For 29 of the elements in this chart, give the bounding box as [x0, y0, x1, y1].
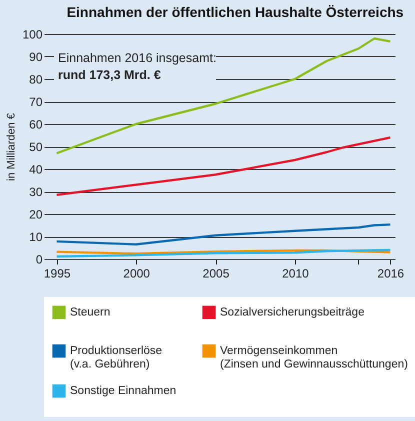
y-tick-label: 90: [29, 50, 43, 64]
y-tick-label: 50: [29, 140, 43, 154]
x-tick-label: 2010: [282, 266, 310, 280]
legend-label: Sonstige Einnahmen: [70, 385, 176, 397]
annotation: rund 173,3 Mrd. €: [58, 68, 161, 82]
line-series: [56, 37, 392, 154]
y-tick-label: 20: [29, 208, 43, 222]
x-tick-label: 2000: [123, 266, 150, 280]
x-tick-label: 2005: [202, 266, 230, 280]
y-axis-title: in Milliarden €: [5, 113, 18, 181]
line-series: [56, 223, 392, 246]
y-tick-label: 80: [29, 72, 43, 86]
y-tick-label: 0: [36, 252, 43, 266]
y-tick-label: 40: [29, 162, 43, 176]
y-tick-label: 60: [29, 118, 43, 132]
y-tick-label: 10: [29, 230, 43, 244]
annotation: Einnahmen 2016 insgesamt:: [58, 51, 216, 65]
x-tick-label: 2016: [377, 266, 404, 280]
legend-label: Produktionserlöse (v.a. Gebühren): [70, 345, 162, 370]
x-tick-label: 1995: [44, 266, 71, 280]
legend-label: Sozialversicherungsbeiträge: [220, 306, 364, 318]
y-tick-label: 70: [29, 95, 43, 109]
y-tick-label: 30: [29, 185, 43, 199]
y-tick-label: 100: [22, 28, 43, 42]
chart-title: Einnahmen der öffentlichen Haushalte Österreichs: [66, 4, 404, 20]
line-series: [56, 248, 392, 258]
legend-label: Steuern: [70, 306, 110, 318]
line-series: [56, 136, 392, 196]
legend-label: Vermögenseinkommen (Zinsen und Gewinnausschüttungen): [220, 345, 408, 370]
